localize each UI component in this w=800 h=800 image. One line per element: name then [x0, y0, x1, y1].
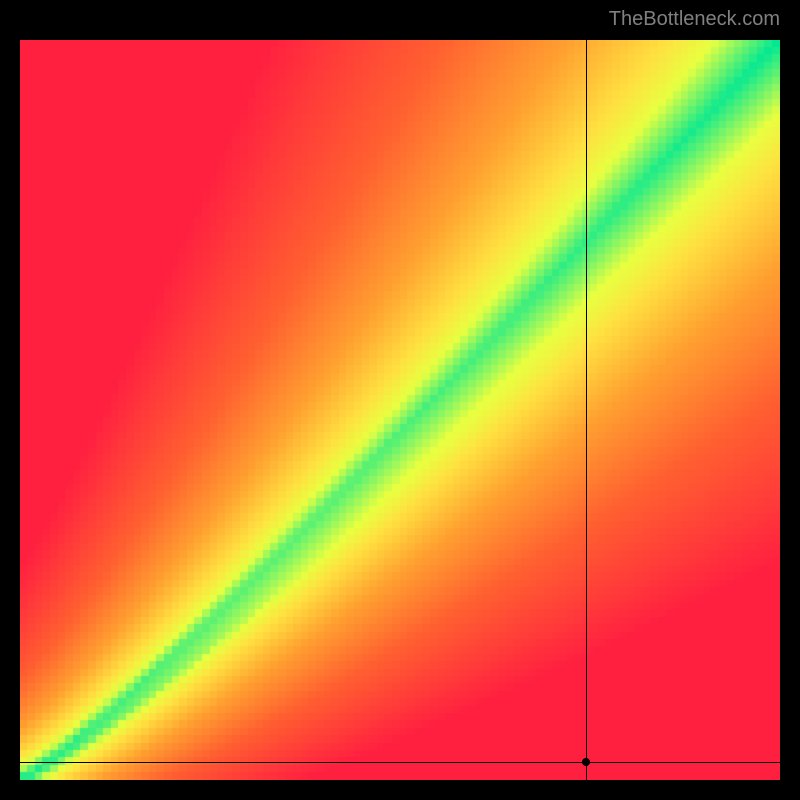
crosshair-vertical-line — [586, 40, 587, 780]
crosshair-horizontal-line — [20, 762, 780, 763]
heatmap-canvas — [20, 40, 780, 780]
crosshair-marker-dot — [582, 758, 590, 766]
watermark-text: TheBottleneck.com — [609, 8, 780, 31]
heatmap-plot-area — [20, 40, 780, 780]
